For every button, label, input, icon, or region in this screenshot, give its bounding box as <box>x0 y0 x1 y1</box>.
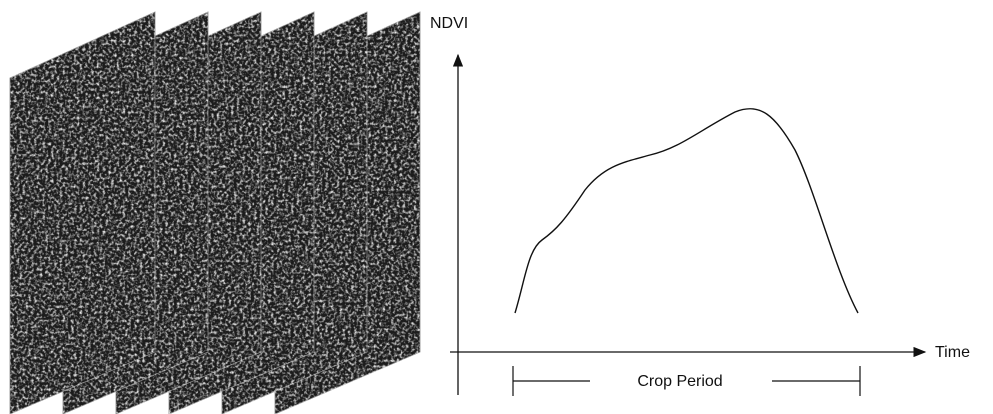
period-label: Crop Period <box>637 373 722 390</box>
x-axis-label: Time <box>935 344 970 361</box>
image-texture <box>9 11 156 414</box>
ndvi-curve <box>514 108 859 314</box>
y-axis-label: NDVI <box>430 15 468 32</box>
crop-period-bracket <box>512 366 861 396</box>
image-stack <box>9 11 421 414</box>
